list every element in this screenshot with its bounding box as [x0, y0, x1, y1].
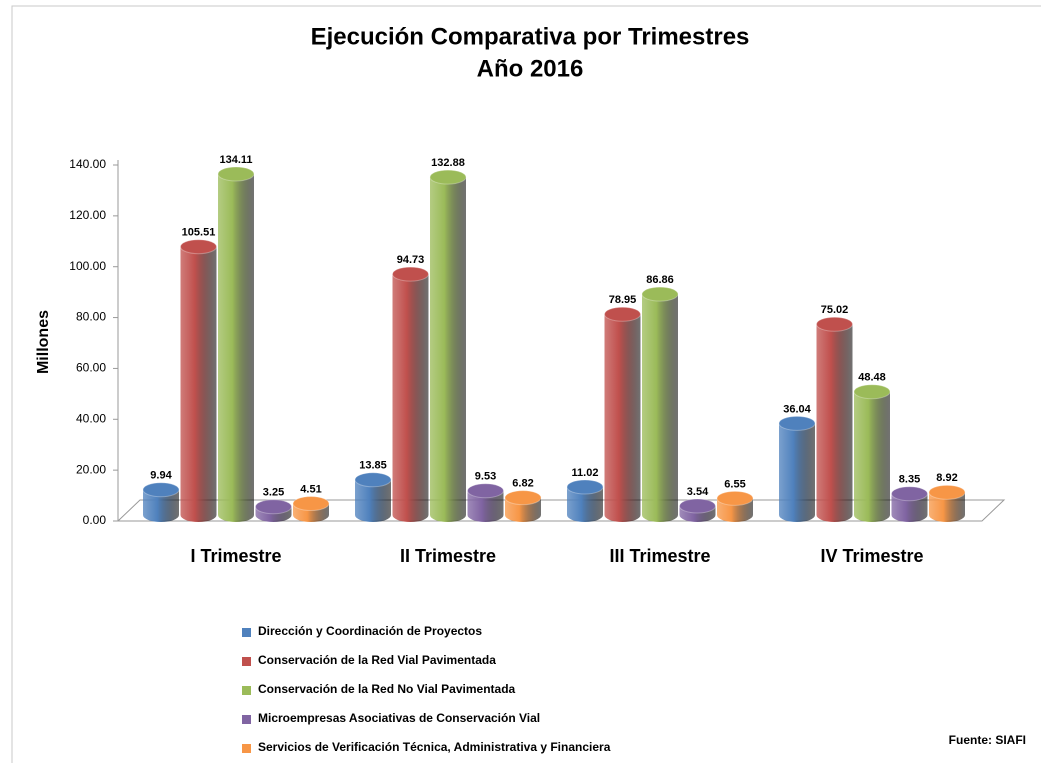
legend-label: Conservación de la Red Vial Pavimentada — [258, 653, 496, 667]
bar-top — [180, 239, 217, 255]
bar-top — [928, 484, 966, 500]
value-label: 11.02 — [572, 467, 599, 479]
legend-label: Microempresas Asociativas de Conservació… — [258, 711, 540, 725]
value-label: 13.85 — [359, 460, 387, 472]
legend-label: Dirección y Coordinación de Proyectos — [258, 624, 482, 638]
legend-swatch — [242, 715, 251, 724]
bar-top — [292, 496, 330, 512]
bar — [816, 324, 853, 523]
y-tick-label: 140.00 — [69, 157, 106, 171]
bar — [392, 274, 429, 523]
source: Fuente: SIAFI — [949, 733, 1026, 747]
value-label: 75.02 — [821, 304, 849, 316]
bar-top — [891, 486, 928, 502]
bar — [604, 314, 641, 523]
x-tick-label: IV Trimestre — [820, 546, 923, 566]
legend-label: Conservación de la Red No Vial Pavimenta… — [258, 682, 516, 696]
bar-top — [853, 384, 891, 400]
bar-top — [566, 479, 604, 495]
bar-top — [217, 166, 255, 182]
value-label: 105.51 — [182, 227, 216, 239]
value-label: 3.54 — [687, 486, 709, 498]
y-tick-label: 0.00 — [83, 513, 107, 527]
x-tick-label: III Trimestre — [609, 546, 710, 566]
y-tick-label: 80.00 — [76, 310, 106, 324]
y-tick-label: 40.00 — [76, 411, 106, 425]
bar-top — [641, 286, 679, 302]
bar — [929, 492, 965, 522]
bar — [355, 479, 391, 522]
y-axis-label: Millones — [35, 310, 52, 374]
value-label: 6.82 — [512, 478, 533, 490]
chart-subtitle: Año 2016 — [477, 55, 584, 82]
bar — [180, 246, 217, 523]
chart-title: Ejecución Comparativa por Trimestres — [311, 23, 750, 50]
bar-top — [816, 316, 853, 332]
bar — [854, 391, 890, 522]
x-tick-label: II Trimestre — [400, 546, 496, 566]
value-label: 9.94 — [150, 470, 172, 482]
bar — [505, 497, 541, 522]
value-label: 6.55 — [724, 478, 745, 490]
bar-top — [604, 306, 641, 322]
bar — [891, 493, 928, 523]
legend-label: Servicios de Verificación Técnica, Admin… — [258, 740, 611, 754]
value-label: 9.53 — [475, 471, 496, 483]
y-tick-label: 60.00 — [76, 361, 106, 375]
legend-swatch — [242, 744, 251, 753]
bar-top — [778, 415, 816, 431]
bar-top — [504, 490, 542, 506]
bar — [218, 173, 254, 523]
bar-top — [679, 498, 716, 514]
bar — [642, 294, 678, 522]
value-label: 48.48 — [858, 372, 886, 384]
x-tick-label: I Trimestre — [190, 546, 281, 566]
bar-top — [429, 169, 467, 185]
value-label: 3.25 — [263, 487, 284, 499]
bar — [467, 490, 504, 523]
legend-swatch — [242, 657, 251, 666]
y-tick-label: 120.00 — [69, 208, 106, 222]
bar-top — [467, 483, 504, 499]
bar — [779, 423, 815, 522]
bar-top — [716, 490, 754, 506]
bar-top — [392, 266, 429, 282]
bar — [430, 177, 466, 522]
chart-frame — [11, 5, 1041, 763]
bar — [143, 489, 179, 522]
y-tick-label: 20.00 — [76, 462, 106, 476]
legend-swatch — [242, 628, 251, 637]
legend-swatch — [242, 686, 251, 695]
value-label: 78.95 — [609, 294, 637, 306]
value-label: 4.51 — [300, 483, 321, 495]
value-label: 8.92 — [936, 472, 957, 484]
bar-top — [142, 482, 180, 498]
bar-top — [255, 499, 292, 515]
bar-top — [354, 472, 392, 488]
value-label: 8.35 — [899, 474, 920, 486]
value-label: 94.73 — [397, 254, 425, 266]
value-label: 36.04 — [783, 403, 811, 415]
value-label: 134.11 — [219, 154, 252, 166]
value-label: 86.86 — [646, 274, 674, 286]
y-tick-label: 100.00 — [69, 259, 106, 273]
bar — [567, 486, 603, 522]
value-label: 132.88 — [431, 157, 465, 169]
